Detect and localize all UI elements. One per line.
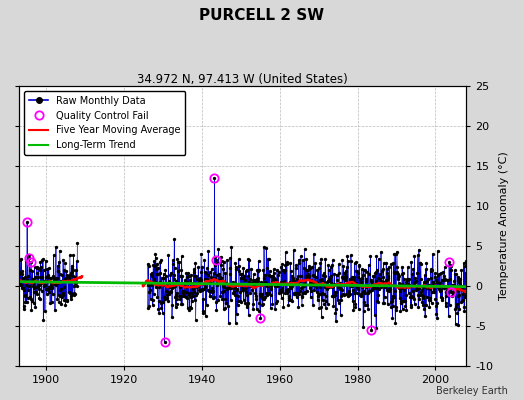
Y-axis label: Temperature Anomaly (°C): Temperature Anomaly (°C) — [499, 152, 509, 300]
Title: 34.972 N, 97.413 W (United States): 34.972 N, 97.413 W (United States) — [137, 73, 348, 86]
Text: PURCELL 2 SW: PURCELL 2 SW — [200, 8, 324, 23]
Text: Berkeley Earth: Berkeley Earth — [436, 386, 508, 396]
Legend: Raw Monthly Data, Quality Control Fail, Five Year Moving Average, Long-Term Tren: Raw Monthly Data, Quality Control Fail, … — [24, 91, 185, 155]
